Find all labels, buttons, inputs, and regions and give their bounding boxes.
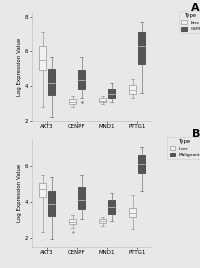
PathPatch shape	[138, 155, 145, 173]
Text: B: B	[192, 129, 200, 139]
PathPatch shape	[78, 70, 85, 89]
PathPatch shape	[99, 98, 106, 102]
PathPatch shape	[48, 69, 55, 95]
Y-axis label: Log Expression Value: Log Expression Value	[17, 164, 22, 222]
PathPatch shape	[69, 219, 76, 224]
PathPatch shape	[78, 187, 85, 209]
PathPatch shape	[39, 46, 46, 70]
Text: A: A	[191, 3, 200, 13]
PathPatch shape	[108, 200, 115, 214]
PathPatch shape	[39, 183, 46, 198]
PathPatch shape	[129, 85, 136, 94]
PathPatch shape	[108, 89, 115, 98]
Y-axis label: Log Expression Value: Log Expression Value	[17, 38, 22, 96]
Legend: btcc, GEM: btcc, GEM	[179, 11, 200, 33]
PathPatch shape	[129, 208, 136, 217]
PathPatch shape	[99, 219, 106, 223]
PathPatch shape	[138, 32, 145, 64]
Legend: liver, Malignant: liver, Malignant	[167, 137, 200, 159]
PathPatch shape	[48, 191, 55, 216]
PathPatch shape	[69, 99, 76, 104]
